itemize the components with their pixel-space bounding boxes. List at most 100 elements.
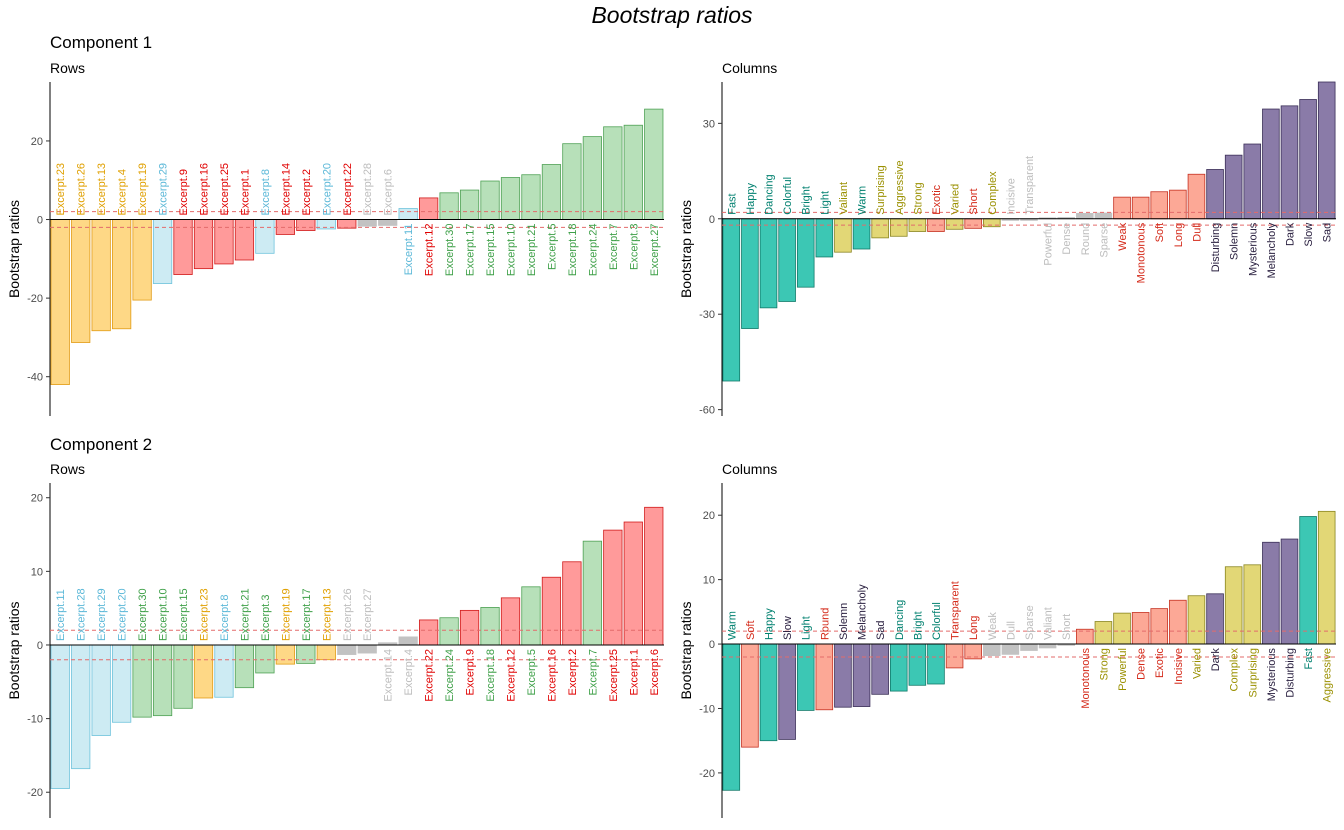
panel-3-bar-label: Excerpt.11 xyxy=(55,589,67,641)
panel-3-bar xyxy=(91,644,111,736)
panel-1-bar xyxy=(255,219,275,254)
panel-1-subtitle: Rows xyxy=(50,60,86,76)
panel-3-bar-label: Excerpt.15 xyxy=(178,588,190,641)
panel-2-bar-label: Short xyxy=(968,188,980,214)
panel-1-bar xyxy=(582,136,602,220)
panel-4-bar xyxy=(741,643,759,748)
panel-4-bar xyxy=(1280,538,1299,645)
panel-2-bar-label: Dull xyxy=(1191,223,1203,242)
panel-4-bar-label: Varied xyxy=(1191,648,1203,679)
panel-4-bar xyxy=(908,643,927,686)
panel-3-ytick-label-4: 20 xyxy=(31,493,43,505)
panel-2-bar xyxy=(759,218,778,309)
panel-2-bar-label: Disturbing xyxy=(1210,223,1222,273)
panel-1-bar xyxy=(357,219,377,227)
panel-2-bar-label: Complex xyxy=(987,171,999,215)
panel-3-bar-label: Excerpt.5 xyxy=(526,649,538,695)
panel-3-bar xyxy=(275,644,295,665)
panel-2-bar xyxy=(1262,108,1280,220)
panel-3-subtitle: Rows xyxy=(50,461,86,477)
panel-2-bar xyxy=(1131,196,1150,220)
panel-2-bar xyxy=(796,218,815,288)
panel-4-bar xyxy=(927,643,945,685)
panel-3-bar-label: Excerpt.17 xyxy=(301,588,313,641)
panel-1-bar xyxy=(234,219,255,261)
panel-1-bar-label: Excerpt.7 xyxy=(608,224,620,270)
panel-2-bar xyxy=(1224,154,1243,220)
panel-4-ytick-label-3: 10 xyxy=(703,575,715,587)
panel-1-bar-label: Excerpt.11 xyxy=(403,224,415,276)
panel-4-bar xyxy=(722,643,741,791)
panel-1-bar-label: Excerpt.4 xyxy=(117,169,129,215)
panel-1-ytick-label-2: 0 xyxy=(37,215,43,227)
panel-2-bar-label: Valiant xyxy=(838,182,850,215)
panel-4-bar-label: Transparent xyxy=(950,581,962,640)
panel-1-bar xyxy=(50,219,70,385)
panel-3-bar-label: Excerpt.4 xyxy=(403,649,415,695)
panel-2-bar-label: Strong xyxy=(912,182,924,214)
panel-3-bar xyxy=(316,644,336,661)
panel-1-bar-label: Excerpt.8 xyxy=(260,169,272,215)
panel-2-bar-label: Dancing xyxy=(764,174,776,214)
panel-4-bar xyxy=(834,643,852,708)
panel-4-bar-label: Surprising xyxy=(1247,648,1259,698)
panel-1-bar xyxy=(152,219,173,284)
panel-3-bar-label: Excerpt.21 xyxy=(239,588,251,641)
panel-2-bar xyxy=(1206,169,1224,220)
panel-1-bar-label: Excerpt.28 xyxy=(362,163,374,216)
panel-4-bar-label: Complex xyxy=(1229,648,1241,692)
panel-2-bar xyxy=(722,218,741,382)
panel-3-bar xyxy=(132,644,152,718)
panel-3-bar-label: Excerpt.19 xyxy=(280,588,292,641)
panel-1-bar-label: Excerpt.27 xyxy=(649,224,661,277)
panel-3-bar xyxy=(255,644,275,674)
panel-3-bar xyxy=(234,644,255,689)
panel-3-bar xyxy=(521,586,541,646)
panel-3-ytick-label-3: 10 xyxy=(31,566,43,578)
panel-4-bar xyxy=(1299,516,1317,645)
panel-4-bar-label: Sad xyxy=(875,620,887,640)
panel-2-bar-label: Colorful xyxy=(782,177,794,215)
panel-1-bar-label: Excerpt.24 xyxy=(587,224,599,277)
panel-3-bar-label: Excerpt.7 xyxy=(587,649,599,695)
panel-3-bar xyxy=(644,506,664,646)
panel-2-bar xyxy=(1076,212,1094,220)
panel-3-bar xyxy=(398,636,418,646)
panel-3-bar-label: Excerpt.30 xyxy=(137,588,149,641)
panel-4-bar-label: Exotic xyxy=(1154,648,1166,678)
panel-4-bar-label: Dark xyxy=(1210,648,1222,672)
panel-1-bar xyxy=(419,197,439,220)
panel-2-bar-label: Sparse xyxy=(1098,223,1110,258)
panel-4-bar xyxy=(1206,593,1224,645)
panel-4-bar xyxy=(983,643,1001,657)
panel-4-bar-label: Disturbing xyxy=(1284,648,1296,698)
panel-1-bar xyxy=(623,124,643,220)
panel-1-bar xyxy=(398,208,418,220)
panel-4-bar-label: Bright xyxy=(912,611,924,640)
panel-3-ytick-label-2: 0 xyxy=(37,640,43,652)
panel-4-bar-label: Aggressive xyxy=(1322,648,1334,702)
panel-1-bar xyxy=(603,126,623,220)
panel-3-bar xyxy=(173,644,193,709)
panel-4-bar xyxy=(1262,541,1280,645)
panel-4-bar-label: Long xyxy=(968,616,980,640)
panel-3-bar-label: Excerpt.25 xyxy=(608,649,620,702)
panel-4-bar-label: Valiant xyxy=(1043,607,1055,640)
panel-1-bar xyxy=(214,219,234,265)
panel-2-bar xyxy=(778,218,796,302)
panel-3-bar xyxy=(582,540,602,646)
panel-3-bar xyxy=(419,619,439,646)
panel-2-ytick-label-2: 0 xyxy=(709,214,715,226)
panel-3-bar xyxy=(152,644,173,717)
panel-4-bar xyxy=(1150,608,1169,645)
panel-2-bar xyxy=(889,218,908,237)
panel-2-bar-label: Mysterious xyxy=(1247,222,1259,276)
panel-4-bar-label: Incisive xyxy=(1173,648,1185,685)
panel-2-bar-label: Melancholy xyxy=(1266,222,1278,278)
panel-4-bar xyxy=(1113,612,1131,645)
panel-2-bar-label: Solemn xyxy=(1229,223,1241,260)
panel-1-bar-label: Excerpt.5 xyxy=(546,224,558,270)
panel-3-bar xyxy=(50,644,70,789)
panel-4-bar-label: Melancholy xyxy=(857,584,869,640)
panel-1-bar xyxy=(439,192,459,220)
